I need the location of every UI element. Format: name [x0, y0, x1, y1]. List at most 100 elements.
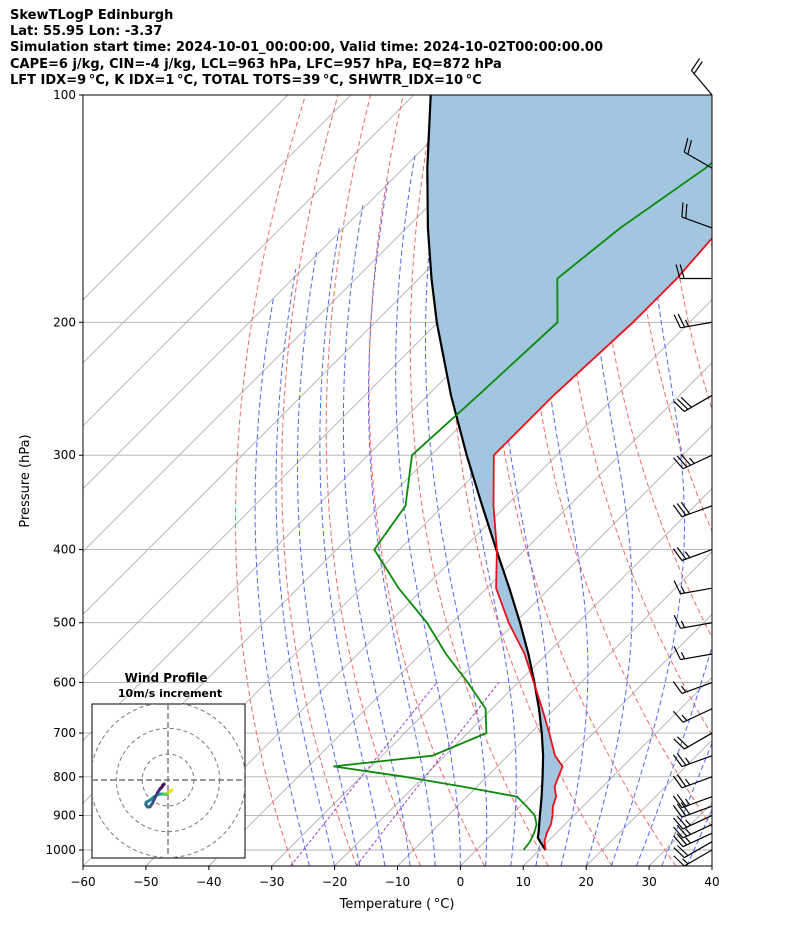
x-tick-label: −60	[70, 875, 95, 889]
wind-barb	[673, 580, 713, 595]
moist-adiabat	[425, 126, 488, 866]
y-tick-label: 400	[53, 543, 76, 557]
wind-barb-flag	[672, 805, 683, 818]
x-tick-label: −20	[322, 875, 347, 889]
wind-barb-flag	[680, 396, 692, 408]
wind-barb-staff	[683, 732, 713, 750]
wind-barb	[673, 841, 713, 859]
isotherm-line	[711, 865, 712, 866]
wind-barb	[673, 453, 713, 470]
wind-barb	[675, 264, 712, 280]
moist-adiabat	[686, 808, 712, 866]
isotherm-line	[334, 487, 712, 866]
mixing-ratio-lines	[290, 682, 500, 866]
hodograph-segment	[161, 782, 166, 787]
wind-barb-flag	[673, 646, 682, 660]
wind-barb-staff	[681, 796, 713, 809]
wind-barb-flag	[673, 835, 684, 848]
wind-barb-half-flag	[681, 685, 687, 693]
wind-barb-staff	[683, 394, 713, 412]
wind-barb-half-flag	[684, 319, 690, 327]
parcel-profile-line	[426, 95, 547, 851]
moist-adiabat	[585, 95, 633, 866]
y-tick-label: 900	[53, 808, 76, 822]
isotherm-line	[522, 676, 712, 866]
wind-barb-half-flag	[685, 819, 691, 826]
wind-barb	[673, 394, 713, 412]
wind-barb-half-flag	[684, 778, 691, 786]
wind-barb-flag	[673, 855, 685, 867]
wind-barb-half-flag	[680, 652, 686, 660]
profiles	[333, 95, 712, 851]
wind-barb-flag	[676, 824, 688, 837]
wind-barb-flag	[676, 815, 688, 828]
wind-barb-flag	[673, 400, 685, 412]
x-tick-label: 40	[704, 875, 719, 889]
wind-barb	[672, 546, 713, 562]
wind-barb-flag	[673, 580, 682, 594]
wind-barb-flag	[673, 314, 682, 329]
wind-barb-staff	[681, 681, 713, 695]
moist-adiabat	[342, 205, 411, 866]
wind-barb-staff	[682, 454, 713, 470]
chart-title: SkewTLogP Edinburgh	[10, 8, 174, 23]
wind-barb-staff	[681, 505, 713, 518]
wind-barb-flag	[690, 58, 701, 71]
wind-barb-flag	[680, 453, 691, 466]
wind-barb-half-flag	[680, 586, 686, 594]
isotherm-line	[460, 613, 712, 866]
wind-barb-staff	[681, 776, 713, 789]
wind-barb-staff	[680, 321, 713, 329]
wind-barb	[673, 614, 713, 629]
wind-barb-flag	[683, 137, 689, 153]
wind-barb	[673, 832, 713, 848]
wind-barb-staff	[681, 216, 713, 229]
y-tick-label: 200	[53, 315, 76, 329]
wind-barb	[673, 849, 713, 867]
wind-barb	[672, 802, 713, 818]
moist-adiabat	[395, 154, 461, 866]
wind-barb	[673, 814, 713, 830]
isotherm-line	[83, 95, 540, 553]
dry-adiabat	[729, 95, 794, 866]
dewpoint-profile-line	[333, 161, 712, 851]
wind-barb-half-flag	[684, 757, 691, 765]
wind-barb-staff	[680, 587, 713, 595]
dry-adiabat	[281, 95, 358, 866]
wind-barb-half-flag	[685, 837, 691, 844]
dry-adiabat	[663, 95, 712, 411]
wind-barb-half-flag	[680, 620, 686, 628]
hodograph-inset: Wind Profile 10m/s increment	[91, 671, 246, 859]
moist-adiabat	[636, 644, 712, 866]
wind-barb	[673, 823, 713, 839]
y-axis: 1000 900 800 700 600 500 400 300 200 100	[45, 88, 83, 857]
location-line: Lat: 55.95 Lon: -3.37	[10, 24, 163, 40]
mixing-ratio-line	[355, 682, 500, 866]
moist-adiabat	[297, 249, 361, 866]
wind-barb-flag	[673, 817, 684, 830]
x-tick-label: 20	[579, 875, 594, 889]
time-line: Simulation start time: 2024-10-01_00:00:…	[10, 40, 603, 56]
x-tick-label: 0	[457, 875, 465, 889]
wind-barb-flag	[676, 546, 687, 560]
isotherm-line	[271, 425, 712, 866]
wind-barb-flag	[685, 203, 688, 219]
wind-barb	[672, 774, 713, 789]
index-line: LFT IDX=9 °C, K IDX=1 °C, TOTAL TOTS=39 …	[10, 72, 482, 88]
chart-header: SkewTLogP Edinburgh Lat: 55.95 Lon: -3.3…	[10, 8, 603, 89]
hodograph-subtitle: 10m/s increment	[118, 687, 222, 700]
wind-barb-half-flag	[685, 828, 691, 835]
wind-barb-flag	[693, 61, 703, 75]
wind-barb-half-flag	[681, 714, 688, 721]
wind-barb-flag	[673, 457, 684, 470]
wind-barb	[683, 137, 713, 169]
wind-barb-staff	[682, 832, 713, 848]
wind-barb-flag	[673, 847, 685, 859]
wind-barb-staff	[683, 841, 713, 859]
mixing-ratio-line	[290, 682, 438, 866]
y-tick-label: 300	[53, 448, 76, 462]
wind-barb-flag	[677, 398, 689, 410]
dry-adiabat	[596, 95, 712, 639]
x-tick-label: −50	[133, 875, 158, 889]
y-axis-label: Pressure (hPa)	[18, 434, 33, 527]
